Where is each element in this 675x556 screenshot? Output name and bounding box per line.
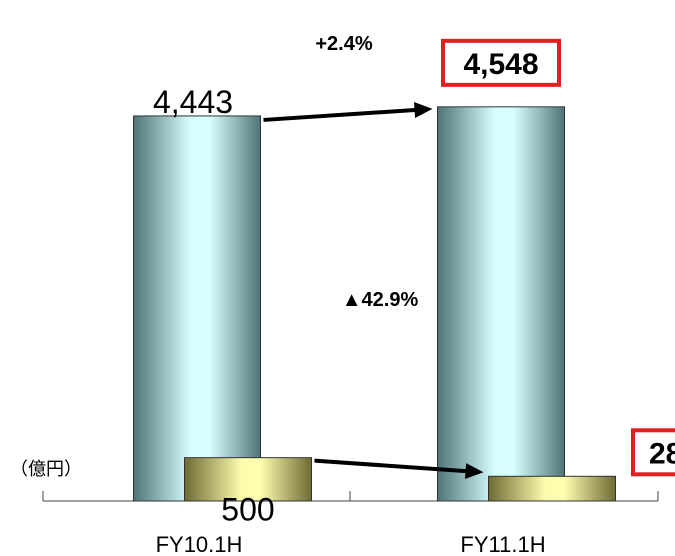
change-annotation-1: +2.4% [315, 33, 372, 55]
change-arrow-head-1 [414, 102, 433, 119]
data-label-s1-2: 4,548 [463, 48, 538, 81]
highlight-box-s1 [441, 38, 561, 87]
bar-s1-fy10-1h [133, 115, 261, 502]
data-label-s2-2: 285 [649, 437, 675, 470]
change-annotation-2: ▲42.9% [342, 289, 419, 311]
change-arrow-line-2 [314, 458, 470, 474]
unit-label: （億円） [10, 459, 82, 479]
bar-s2-fy10-1h [184, 457, 312, 502]
change-arrow-line-1 [263, 107, 419, 122]
x-tick-label-1: FY10.1H [156, 532, 243, 556]
bar-s2-fy11-1h [488, 475, 616, 502]
highlight-box-s2 [631, 428, 675, 477]
data-label-s1-1: 4,443 [153, 84, 233, 120]
data-label-s2-1: 500 [221, 492, 274, 528]
x-tick-label-2: FY11.1H [460, 532, 545, 556]
bar-s1-fy11-1h [437, 106, 565, 502]
change-arrow-head-2 [464, 463, 484, 480]
